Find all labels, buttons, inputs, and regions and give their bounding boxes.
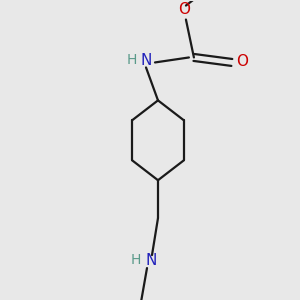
Text: H: H	[127, 53, 137, 68]
Text: H: H	[131, 253, 141, 267]
Text: N: N	[140, 53, 152, 68]
Text: O: O	[236, 54, 248, 69]
Text: N: N	[145, 253, 157, 268]
Text: O: O	[178, 2, 190, 17]
